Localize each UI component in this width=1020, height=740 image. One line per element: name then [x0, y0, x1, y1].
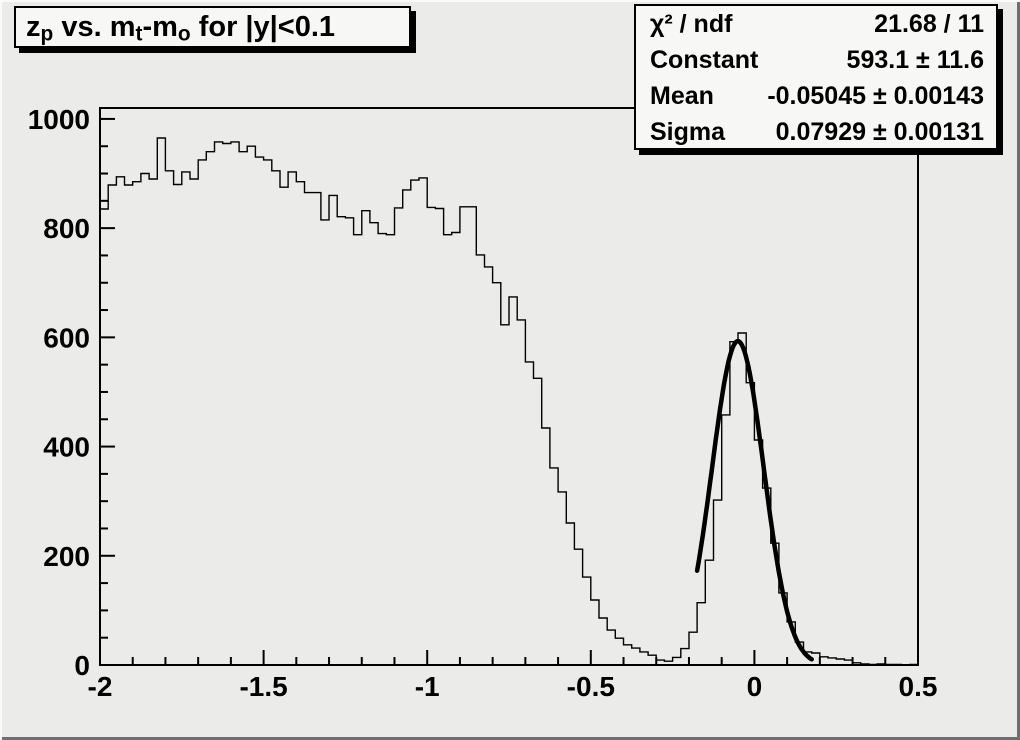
stats-value: 21.68 / 11 [874, 10, 984, 38]
title-segment: for |y|<0.1 [190, 11, 336, 43]
histogram-path [100, 137, 919, 666]
y-tick-label: 200 [43, 541, 90, 572]
gaussian-fit-curve [694, 338, 814, 662]
stats-row: Constant 593.1 ± 11.6 [636, 42, 996, 78]
stats-value: 593.1 ± 11.6 [846, 46, 984, 74]
title-segment: vs. m [53, 11, 136, 43]
stats-box: χ² / ndf 21.68 / 11 Constant 593.1 ± 11.6 Me… [634, 4, 998, 150]
stats-label: Sigma [650, 118, 726, 146]
x-tick-label: 0 [747, 671, 763, 702]
stats-row: χ² / ndf 21.68 / 11 [636, 6, 996, 42]
stats-row: Mean -0.05045 ± 0.00143 [636, 78, 996, 114]
x-tick-label: -1.5 [239, 671, 287, 702]
stats-label: Constant [650, 46, 759, 74]
title-segment: p [40, 22, 54, 46]
stats-value: 0.07929 ± 0.00131 [775, 118, 984, 146]
x-tick-label: 0.5 [899, 671, 938, 702]
y-tick-label: 800 [43, 213, 90, 244]
y-tick-label: 1000 [28, 104, 90, 135]
stats-row: Sigma 0.07929 ± 0.00131 [636, 114, 996, 150]
x-tick-label: -1 [415, 671, 440, 702]
title-segment: t [135, 22, 143, 46]
title-segment: -m [142, 11, 178, 43]
x-tick-label: -2 [88, 671, 113, 702]
title-segment: o [177, 22, 191, 46]
plot-frame [99, 107, 919, 666]
y-tick-label: 600 [43, 322, 90, 353]
title-segment: z [26, 11, 41, 43]
stats-value: -0.05045 ± 0.00143 [767, 82, 984, 110]
y-tick-label: 0 [74, 650, 90, 681]
y-tick-label: 400 [43, 432, 90, 463]
title-box: zp vs. mt-mo for |y|<0.1 [14, 6, 411, 48]
stats-label: Mean [650, 82, 714, 110]
x-tick-label: -0.5 [567, 671, 615, 702]
stats-label: χ² / ndf [650, 10, 733, 38]
